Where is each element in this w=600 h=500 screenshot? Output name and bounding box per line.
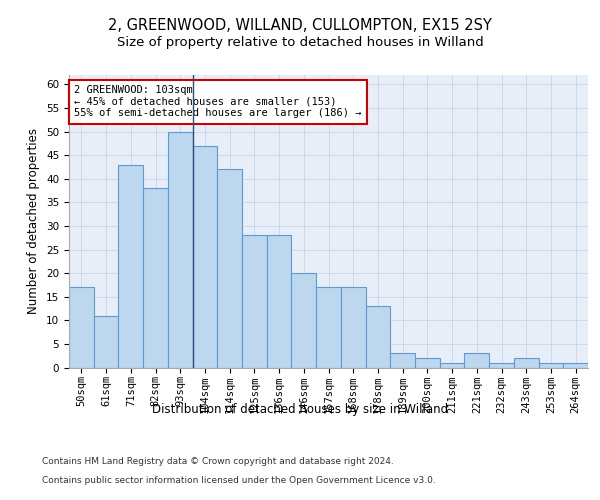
Bar <box>341 288 365 368</box>
Bar <box>415 358 440 368</box>
Text: Distribution of detached houses by size in Willand: Distribution of detached houses by size … <box>152 402 448 415</box>
Text: Contains HM Land Registry data © Crown copyright and database right 2024.: Contains HM Land Registry data © Crown c… <box>42 458 394 466</box>
Bar <box>217 170 242 368</box>
Bar <box>563 363 588 368</box>
Bar <box>464 354 489 368</box>
Bar <box>365 306 390 368</box>
Text: Contains public sector information licensed under the Open Government Licence v3: Contains public sector information licen… <box>42 476 436 485</box>
Text: Size of property relative to detached houses in Willand: Size of property relative to detached ho… <box>116 36 484 49</box>
Y-axis label: Number of detached properties: Number of detached properties <box>28 128 40 314</box>
Bar <box>143 188 168 368</box>
Bar <box>193 146 217 368</box>
Bar <box>267 236 292 368</box>
Bar <box>94 316 118 368</box>
Bar <box>69 288 94 368</box>
Bar <box>514 358 539 368</box>
Bar <box>489 363 514 368</box>
Bar <box>390 354 415 368</box>
Text: 2 GREENWOOD: 103sqm
← 45% of detached houses are smaller (153)
55% of semi-detac: 2 GREENWOOD: 103sqm ← 45% of detached ho… <box>74 85 362 118</box>
Bar <box>118 164 143 368</box>
Bar <box>539 363 563 368</box>
Text: 2, GREENWOOD, WILLAND, CULLOMPTON, EX15 2SY: 2, GREENWOOD, WILLAND, CULLOMPTON, EX15 … <box>108 18 492 32</box>
Bar <box>242 236 267 368</box>
Bar <box>440 363 464 368</box>
Bar <box>292 273 316 368</box>
Bar <box>168 132 193 368</box>
Bar <box>316 288 341 368</box>
